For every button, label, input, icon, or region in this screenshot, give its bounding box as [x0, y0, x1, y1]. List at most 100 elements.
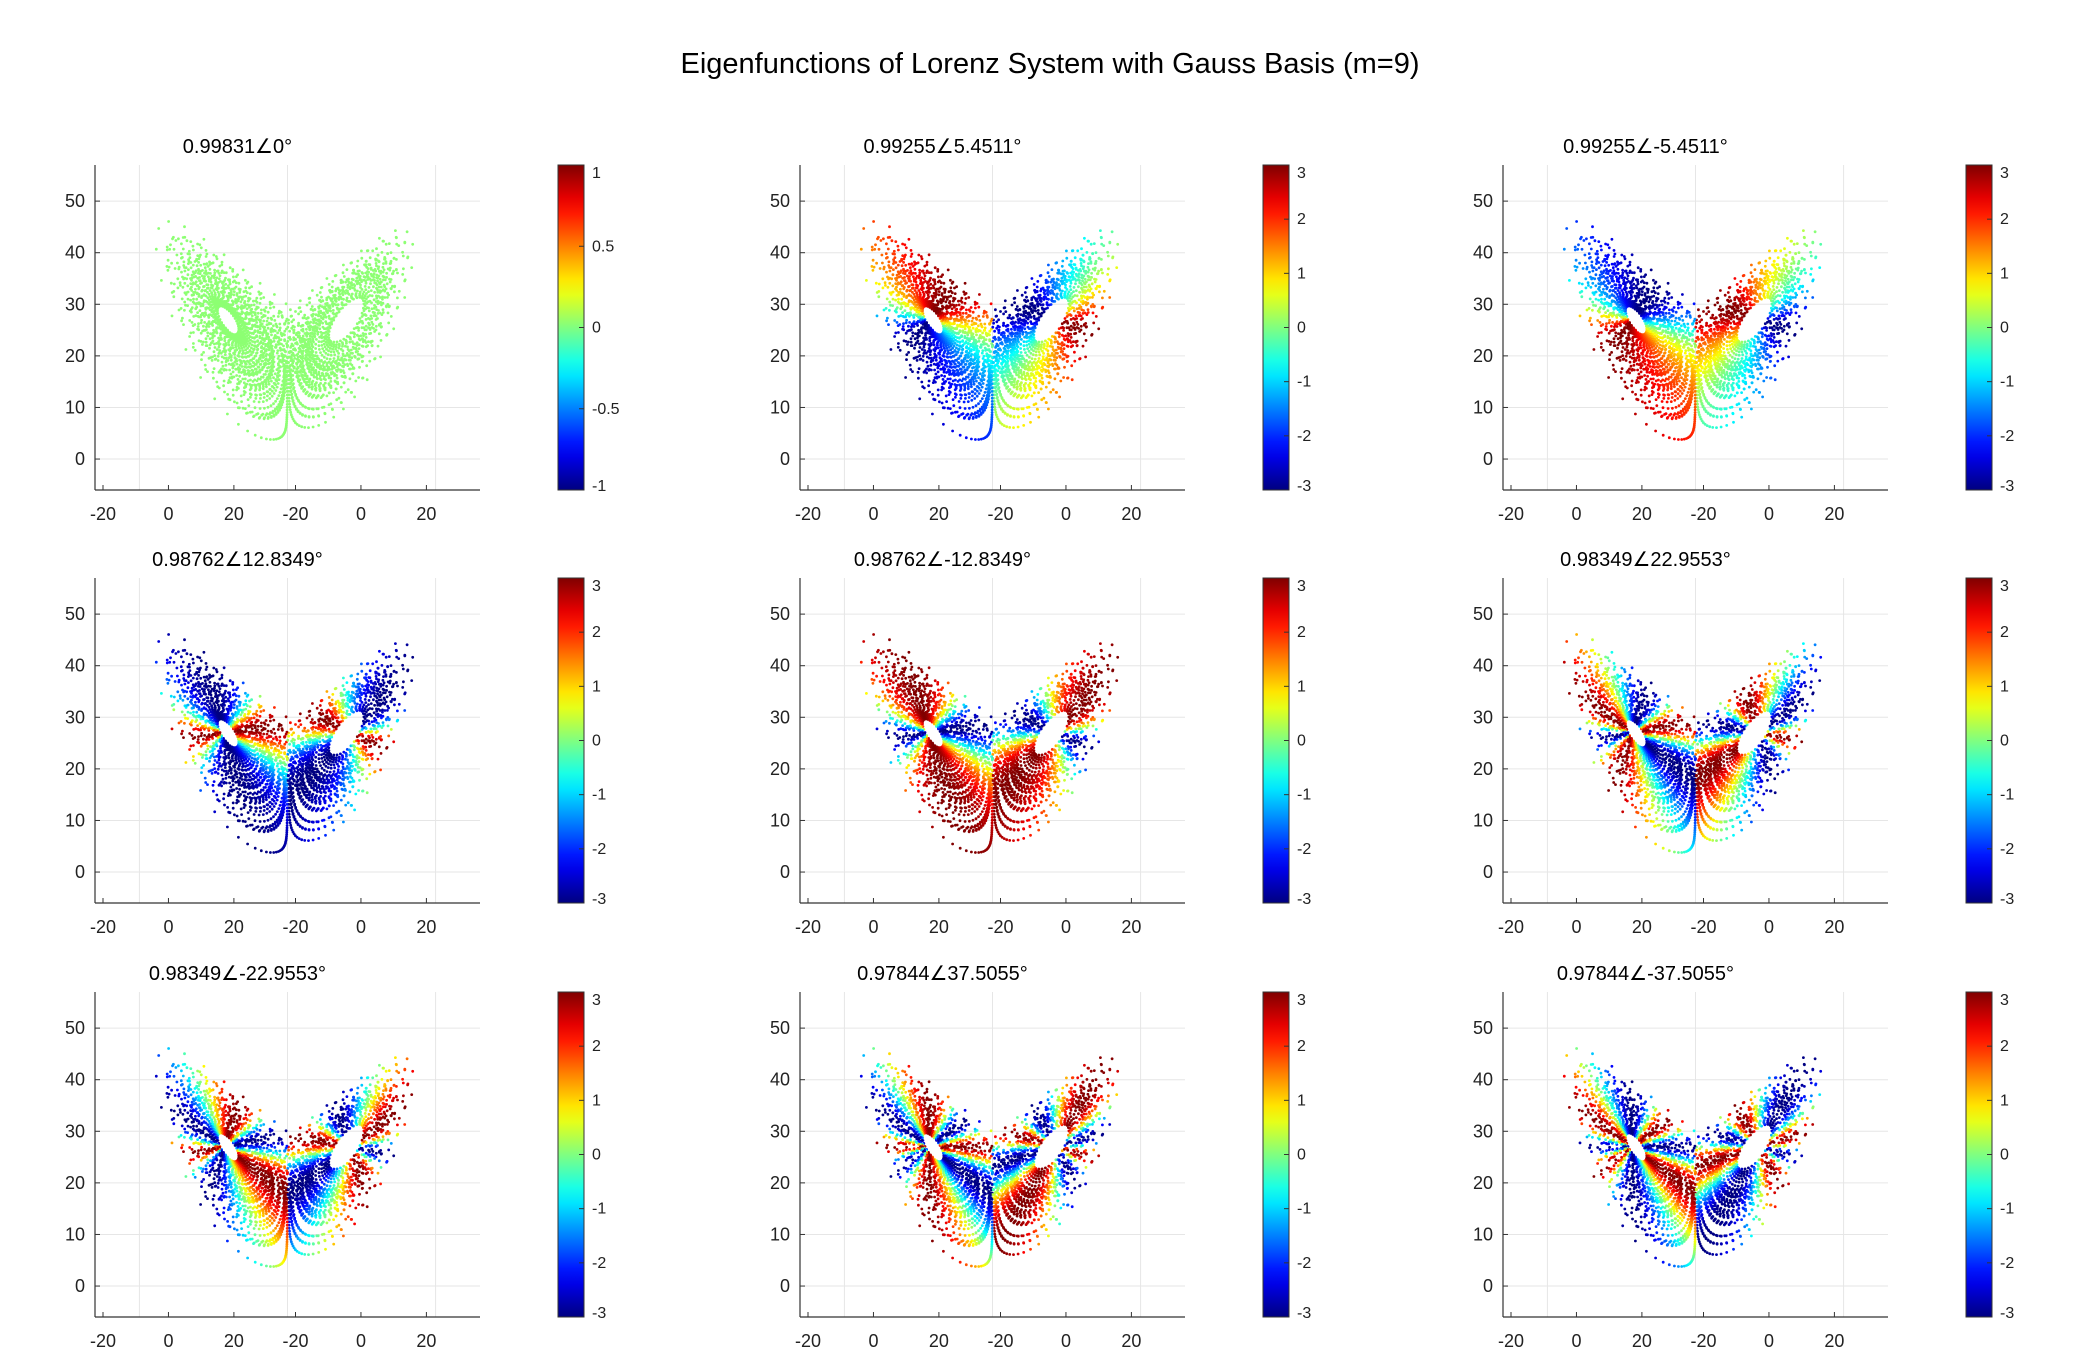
scatter-point — [209, 280, 213, 284]
scatter-point — [229, 358, 233, 362]
scatter-point — [1052, 280, 1055, 283]
scatter-point — [956, 351, 959, 354]
scatter-point — [1054, 348, 1058, 352]
scatter-point — [969, 354, 973, 358]
scatter-point — [201, 302, 205, 306]
scatter-point — [401, 273, 405, 276]
scatter-point — [951, 280, 955, 284]
scatter-point — [230, 287, 234, 291]
scatter-point — [920, 380, 924, 384]
scatter-point — [275, 325, 279, 329]
scatter-point — [251, 369, 255, 373]
scatter-point — [223, 290, 226, 294]
scatter-point — [341, 361, 345, 365]
scatter-point — [311, 394, 315, 398]
scatter-point — [326, 361, 329, 365]
scatter-point — [334, 300, 338, 303]
scatter-point — [181, 316, 184, 320]
scatter-point — [396, 271, 399, 275]
scatter-point — [246, 346, 250, 350]
scatter-point — [291, 399, 295, 402]
scatter-point — [956, 357, 960, 360]
scatter-point — [383, 256, 387, 259]
scatter-point — [354, 379, 358, 383]
scatter-point — [953, 388, 957, 392]
scatter-point — [210, 291, 214, 295]
scatter-point — [348, 367, 351, 371]
scatter-point — [186, 273, 190, 277]
scatter-point — [338, 363, 342, 367]
scatter-point — [256, 344, 260, 348]
scatter-point — [246, 359, 249, 363]
scatter-point — [250, 383, 254, 387]
scatter-point — [262, 392, 266, 395]
scatter-point — [964, 346, 968, 349]
scatter-point — [963, 281, 967, 285]
scatter-point — [218, 264, 222, 268]
scatter-point — [1037, 415, 1041, 419]
scatter-point — [963, 336, 967, 340]
y-tick-label: 0 — [75, 449, 85, 469]
scatter-point — [185, 239, 189, 243]
scatter-point — [183, 225, 186, 229]
scatter-point — [270, 333, 273, 337]
scatter-point — [970, 437, 973, 441]
scatter-point — [376, 253, 380, 257]
scatter-point — [348, 377, 352, 381]
scatter-point — [907, 324, 910, 328]
scatter-point — [978, 319, 982, 322]
scatter-point — [247, 404, 251, 407]
scatter-point — [181, 247, 185, 251]
scatter-point — [1002, 312, 1005, 316]
scatter-point — [285, 317, 289, 321]
scatter-point — [377, 260, 381, 264]
scatter-point — [393, 284, 397, 288]
scatter-point — [370, 344, 374, 347]
scatter-point — [334, 289, 338, 293]
scatter-point — [188, 335, 192, 338]
scatter-point — [964, 397, 967, 400]
scatter-point — [1027, 355, 1031, 359]
scatter-point — [224, 368, 228, 372]
scatter-point — [383, 296, 387, 299]
scatter-point — [279, 404, 283, 408]
scatter-point — [1090, 282, 1094, 286]
scatter-point — [222, 343, 226, 346]
scatter-point — [936, 300, 940, 304]
scatter-point — [1106, 250, 1109, 254]
scatter-point — [1069, 324, 1073, 328]
scatter-point — [211, 334, 215, 338]
scatter-point — [315, 357, 319, 361]
scatter-point — [203, 266, 207, 270]
scatter-point — [260, 336, 264, 340]
scatter-point — [1102, 289, 1106, 293]
scatter-point — [291, 396, 294, 399]
scatter-point — [225, 359, 228, 362]
scatter-point — [305, 355, 308, 359]
scatter-point — [1047, 263, 1050, 267]
scatter-point — [366, 273, 369, 277]
scatter-point — [270, 394, 274, 398]
scatter-point — [222, 384, 226, 388]
scatter-point — [1067, 290, 1071, 294]
scatter-point — [300, 338, 304, 342]
scatter-point — [248, 319, 252, 322]
scatter-point — [1012, 426, 1015, 429]
scatter-point — [317, 366, 321, 369]
scatter-point — [245, 351, 249, 354]
scatter-point — [331, 311, 335, 315]
scatter-point — [192, 331, 195, 334]
scatter-point — [960, 335, 963, 339]
scatter-point — [973, 392, 977, 396]
scatter-point — [351, 271, 355, 275]
scatter-point — [170, 291, 174, 294]
scatter-point — [971, 394, 974, 398]
scatter-point — [291, 374, 295, 377]
scatter-point — [260, 308, 263, 312]
scatter-point — [1022, 340, 1026, 343]
scatter-point — [191, 244, 195, 248]
scatter-point — [160, 279, 163, 282]
scatter-point — [262, 351, 266, 355]
scatter-point — [1088, 296, 1092, 299]
